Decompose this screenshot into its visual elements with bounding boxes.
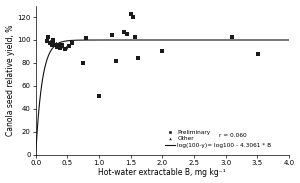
Point (54, 45, 59, 48)
Point (60, 44, 65, 47)
Point (51, 41, 56, 44)
Point (256, 52, 261, 55)
Point (125, 33, 130, 36)
Point (57, 42, 62, 45)
X-axis label: Hot-water extractable B, mg kg⁻¹: Hot-water extractable B, mg kg⁻¹ (98, 168, 226, 178)
Point (60, 43, 65, 46)
Point (57, 46, 62, 49)
Point (51, 39, 56, 42)
Point (122, 31, 127, 33)
Point (130, 16, 135, 18)
Point (64, 45, 68, 48)
Point (46, 35, 51, 38)
Point (69, 42, 74, 45)
Point (63, 48, 68, 51)
Point (97, 95, 101, 98)
Point (49, 37, 54, 40)
Point (230, 35, 234, 38)
Point (128, 12, 133, 15)
Point (114, 59, 118, 62)
Point (56, 43, 60, 46)
Point (133, 35, 137, 38)
Point (52, 43, 57, 46)
Point (49, 43, 54, 46)
Legend: Preliminary, Other, log(100-y)= log100 - 4.3061 * B: Preliminary, Other, log(100-y)= log100 -… (163, 128, 273, 149)
Point (81, 61, 85, 64)
Text: r = 0.060: r = 0.060 (219, 133, 247, 138)
Point (45, 40, 50, 43)
Point (47, 40, 52, 43)
Point (53, 42, 58, 45)
Point (66, 44, 71, 47)
Point (160, 50, 165, 53)
Y-axis label: Canola seed relative yield, %: Canola seed relative yield, % (6, 25, 15, 136)
Point (109, 34, 114, 37)
Point (50, 39, 55, 42)
Point (136, 57, 141, 60)
Point (84, 36, 89, 39)
Point (47, 42, 52, 45)
